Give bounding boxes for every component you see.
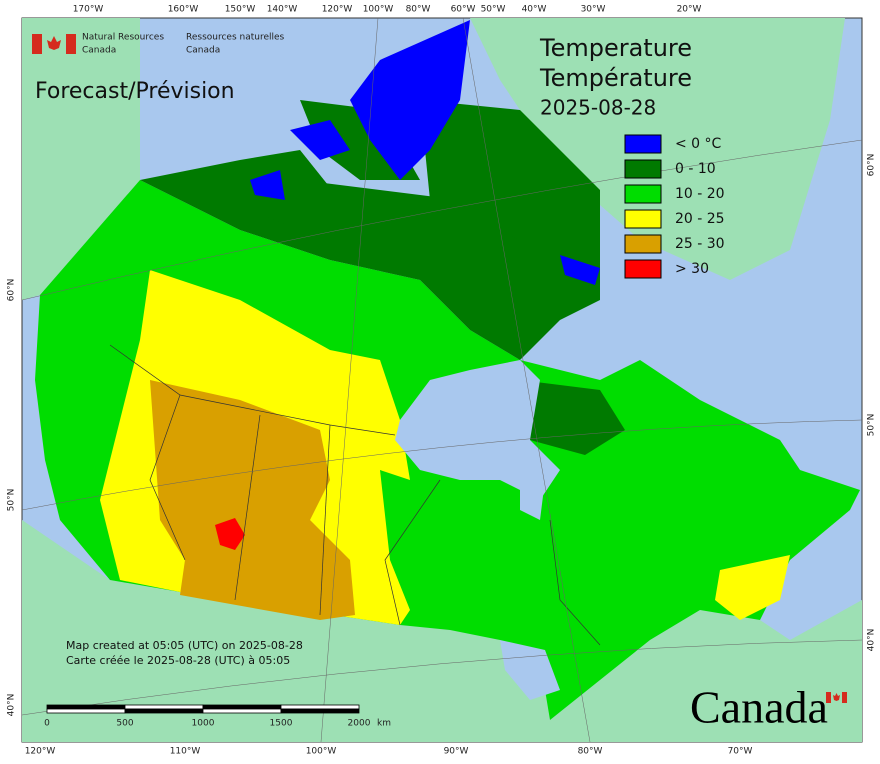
legend-swatch [624,259,662,279]
flag-bar [32,34,42,54]
graticule-line [462,17,591,743]
title: Température [539,64,692,92]
temperature-zone [520,380,625,455]
longitude-label: 20°W [677,5,702,15]
border [549,519,601,646]
legend-label: 0 - 10 [675,161,716,177]
longitude-label: 140°W [267,5,298,15]
longitude-label: 40°W [522,5,547,15]
legend-label: 20 - 25 [675,211,725,227]
longitude-label: 170°W [73,5,104,15]
hudson-bay [395,360,560,500]
longitude-label: 120°W [25,747,56,757]
product: Forecast/Prévision [35,79,235,104]
scale-segment [280,708,360,714]
legend-label: > 30 [675,261,709,277]
latitude-label: 40°N [867,629,877,652]
scale-segment [124,708,204,714]
created-note: Map created at 05:05 (UTC) on 2025-08-28 [66,639,303,652]
scale-segment [202,708,282,714]
maple-leaf [833,693,840,701]
legend-swatch [624,159,662,179]
title: Temperature [539,34,692,62]
scale-label: 0 [44,719,50,729]
graticule [21,17,863,743]
wordmark: Canada [690,682,828,733]
latitude-label: 60°N [867,154,877,177]
graticule-line [21,639,863,716]
temperature-zone [215,518,245,550]
flag-bar [842,692,847,703]
graticule-line [320,17,379,743]
scale-label: 1500 [270,719,293,729]
longitude-label: 50°W [481,5,506,15]
longitude-label: 150°W [225,5,256,15]
scale-segment [202,704,282,710]
scale-segment [46,704,126,710]
flag-bar [826,692,831,703]
longitude-label: 100°W [363,5,394,15]
longitude-label: 30°W [581,5,606,15]
border [319,424,331,616]
legend-swatch [624,234,662,254]
temperature-zone [240,150,340,230]
longitude-label: 70°W [728,747,753,757]
longitude-label: 90°W [444,747,469,757]
scale-segment [46,708,126,714]
great-lakes [500,640,560,700]
legend-label: 10 - 20 [675,186,725,202]
graticule-line [21,139,863,301]
graticule-line [21,419,863,511]
longitude-label: 80°W [406,5,431,15]
legend-label: 25 - 30 [675,236,725,252]
flag-bar [66,34,76,54]
temperature-zone [150,380,355,620]
land [22,18,862,742]
org-name: Ressources naturelles [186,33,285,43]
org-name: Canada [82,46,116,56]
date: 2025-08-28 [540,96,656,120]
scale-label: 2000 [348,719,371,729]
legend-label: < 0 °C [675,136,722,152]
temperature-zone [350,20,470,180]
longitude-label: 160°W [168,5,199,15]
latitude-label: 50°N [867,414,877,437]
longitude-label: 80°W [578,747,603,757]
wordmark-flag [826,692,847,703]
latitude-label: 40°N [7,694,17,717]
alaska [22,18,140,300]
longitude-label: 120°W [322,5,353,15]
border [149,394,186,561]
longitude-label: 60°W [451,5,476,15]
scale-unit: km [377,719,391,729]
temperature-zone [715,555,790,620]
nrcan-logo [32,34,76,54]
temperature-zone [290,120,350,160]
longitude-label: 110°W [170,747,201,757]
temperature-zone [250,170,285,200]
united-states [22,520,862,742]
scale-segment [124,704,204,710]
latitude-label: 50°N [7,489,17,512]
created-note: Carte créée le 2025-08-28 (UTC) à 05:05 [66,654,290,667]
longitude-label: 100°W [306,747,337,757]
scale-segment [280,704,360,710]
scale-label: 1000 [192,719,215,729]
legend-swatch [624,134,662,154]
border [234,414,261,601]
maple-leaf [47,36,61,50]
latitude-label: 60°N [7,279,17,302]
legend-swatch [624,184,662,204]
temperature-zone [560,255,600,285]
legend-swatch [624,209,662,229]
border [109,344,396,436]
org-name: Natural Resources [82,33,164,43]
border [384,479,441,626]
temperature-zone [420,100,600,280]
org-name: Canada [186,46,220,56]
borders [109,344,601,646]
scale-label: 500 [116,719,133,729]
james-bay [520,480,545,520]
